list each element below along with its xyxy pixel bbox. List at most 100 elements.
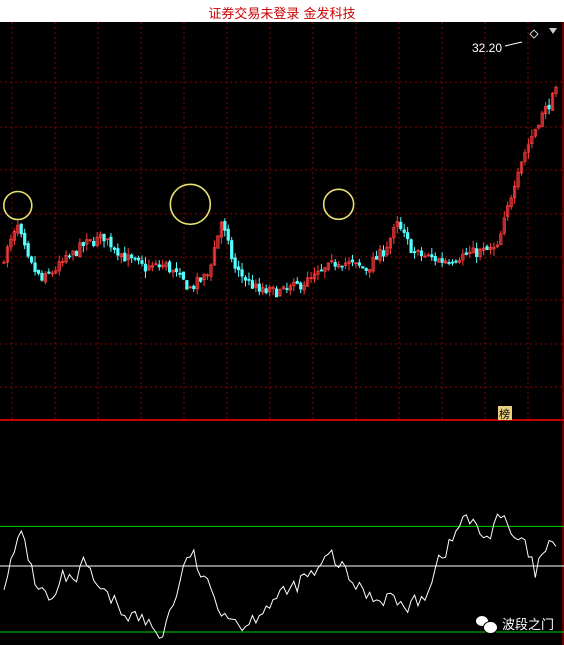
candle bbox=[185, 279, 189, 290]
oscillator-line bbox=[3, 513, 557, 639]
candle bbox=[205, 273, 210, 280]
candle-body bbox=[295, 281, 299, 284]
candle-body bbox=[513, 185, 517, 199]
highlight-circle bbox=[169, 183, 212, 226]
candle-body bbox=[392, 227, 396, 239]
candle-body bbox=[226, 228, 230, 241]
candle-body bbox=[233, 257, 237, 269]
candle-body bbox=[361, 266, 365, 269]
candle-body bbox=[212, 247, 217, 266]
candle bbox=[105, 238, 110, 246]
candle bbox=[523, 149, 527, 166]
candle bbox=[502, 210, 506, 236]
candle bbox=[343, 257, 348, 270]
candle-body bbox=[450, 261, 455, 264]
candle bbox=[350, 254, 355, 267]
candle-body bbox=[419, 250, 424, 257]
candle bbox=[109, 233, 113, 252]
candle bbox=[347, 257, 351, 271]
candle-body bbox=[471, 247, 475, 254]
candle-body bbox=[57, 261, 61, 272]
candle bbox=[426, 252, 430, 257]
candle-body bbox=[243, 277, 248, 281]
candle bbox=[264, 284, 268, 295]
candle-body bbox=[29, 256, 34, 263]
candle bbox=[50, 270, 54, 277]
candle-body bbox=[199, 277, 203, 282]
candle bbox=[230, 237, 234, 263]
candle bbox=[419, 247, 424, 262]
candle bbox=[340, 265, 344, 271]
candle-body bbox=[171, 269, 175, 273]
candle-body bbox=[426, 254, 430, 257]
candle bbox=[257, 277, 261, 296]
candle-body bbox=[261, 287, 265, 293]
candle bbox=[492, 242, 496, 257]
candle bbox=[178, 267, 182, 278]
candle-body bbox=[537, 124, 541, 129]
candle-body bbox=[402, 229, 406, 233]
candle bbox=[254, 279, 258, 293]
candle bbox=[130, 253, 134, 264]
candle-body bbox=[374, 256, 379, 260]
candle-body bbox=[126, 254, 130, 261]
candle bbox=[323, 266, 327, 279]
candle bbox=[513, 180, 517, 204]
candle bbox=[519, 161, 524, 176]
candle bbox=[305, 271, 310, 287]
candle-body bbox=[399, 221, 403, 230]
candle-body bbox=[447, 262, 451, 264]
candle-body bbox=[464, 252, 468, 255]
candle bbox=[316, 265, 320, 280]
candle bbox=[216, 235, 220, 249]
candle bbox=[33, 256, 37, 276]
candle-body bbox=[147, 265, 151, 271]
candle bbox=[123, 246, 127, 262]
candle-body bbox=[64, 254, 68, 263]
candle-body bbox=[440, 258, 444, 263]
candle bbox=[5, 244, 10, 268]
candle-body bbox=[161, 264, 165, 268]
candle bbox=[533, 128, 537, 139]
candle bbox=[406, 226, 410, 245]
candle-body bbox=[547, 104, 551, 110]
candle bbox=[312, 267, 317, 283]
candle-body bbox=[423, 255, 427, 258]
candle bbox=[516, 167, 520, 190]
candle bbox=[85, 233, 89, 251]
candle bbox=[368, 269, 372, 279]
candle-body bbox=[219, 221, 223, 238]
candle-body bbox=[105, 238, 110, 241]
candle bbox=[278, 288, 282, 298]
candle bbox=[92, 236, 96, 248]
price-pointer bbox=[504, 41, 523, 47]
candle bbox=[337, 261, 341, 269]
candle bbox=[102, 233, 106, 248]
candle bbox=[450, 259, 455, 266]
candle-body bbox=[350, 259, 355, 263]
candle-body bbox=[188, 286, 192, 289]
candle bbox=[2, 260, 6, 265]
candle bbox=[154, 260, 158, 266]
candle-body bbox=[136, 257, 141, 261]
candle-body bbox=[40, 272, 44, 281]
candle bbox=[188, 285, 192, 289]
candle bbox=[412, 247, 417, 259]
candle-body bbox=[523, 152, 527, 162]
candle-body bbox=[9, 238, 13, 248]
candle bbox=[509, 194, 513, 210]
candle bbox=[530, 129, 534, 149]
candle bbox=[16, 220, 20, 237]
candle-body bbox=[412, 251, 417, 254]
candle bbox=[64, 250, 68, 264]
candle-body bbox=[533, 128, 537, 137]
candle-body bbox=[240, 269, 244, 277]
candle-body bbox=[223, 220, 227, 231]
candle bbox=[326, 262, 330, 272]
candle bbox=[499, 230, 503, 246]
candle-body bbox=[5, 246, 10, 263]
candle-body bbox=[343, 262, 348, 266]
candle bbox=[357, 258, 361, 269]
chart-area[interactable]: 32.20 榜 bbox=[0, 22, 564, 645]
candle-body bbox=[202, 273, 206, 280]
